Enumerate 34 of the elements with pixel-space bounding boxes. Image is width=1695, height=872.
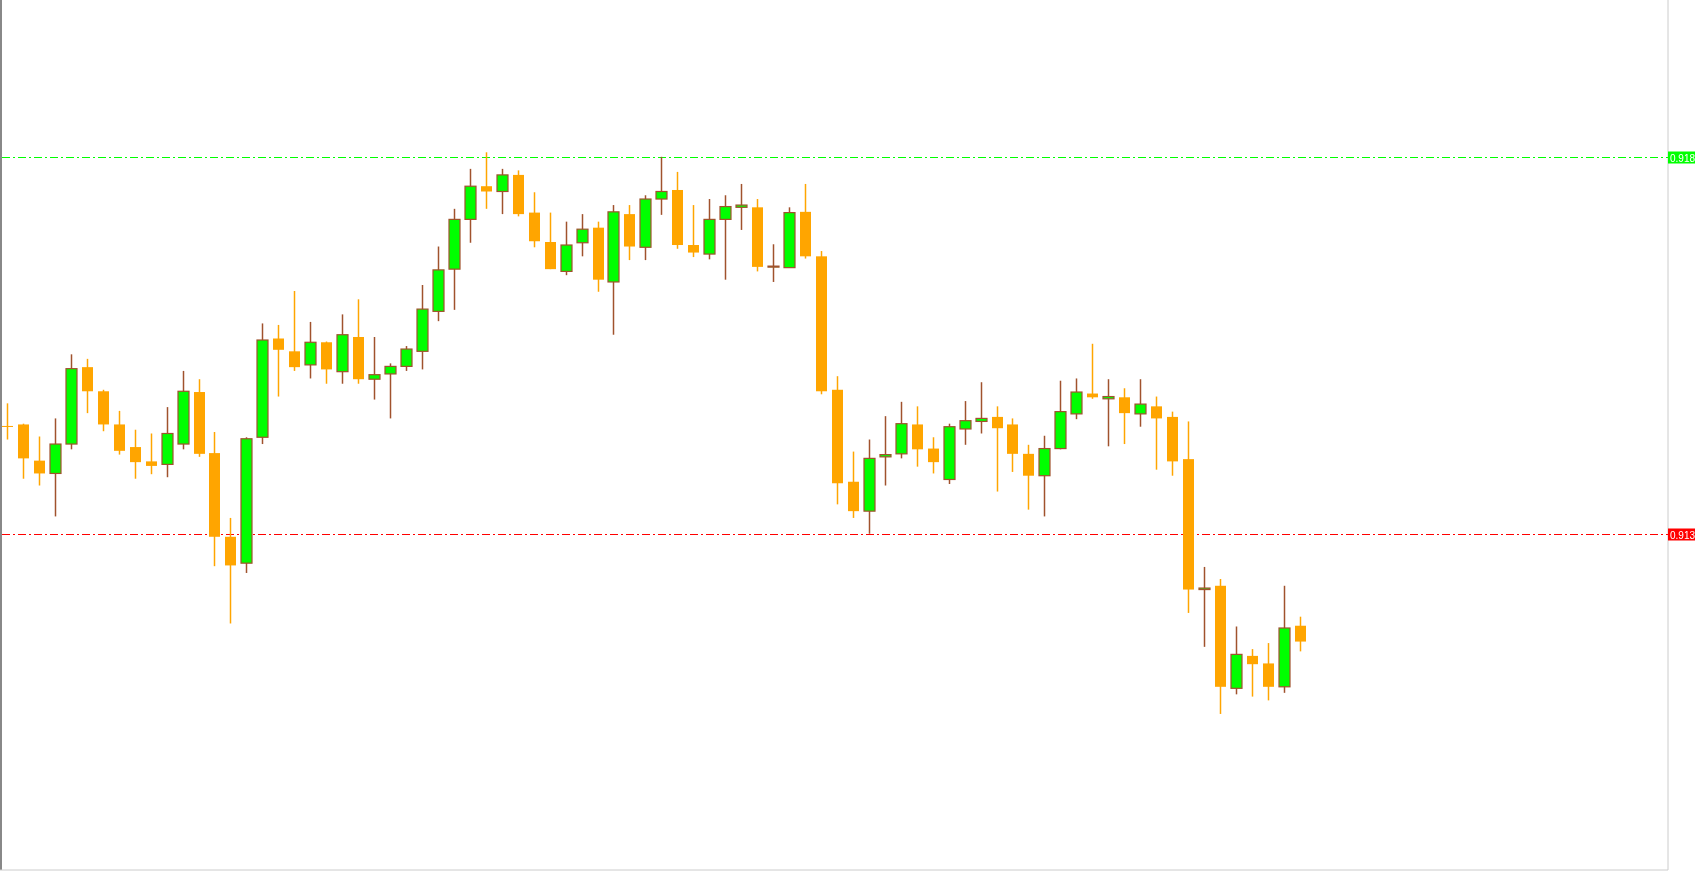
candlestick [368, 336, 381, 401]
candlestick [576, 213, 589, 258]
candlestick [992, 405, 1003, 493]
candlestick [400, 345, 413, 372]
candlestick [304, 321, 317, 380]
candlestick [273, 324, 284, 398]
candlestick [959, 400, 972, 446]
candlestick [975, 381, 988, 435]
candlestick [928, 436, 939, 475]
candlestick [1247, 648, 1258, 698]
candlestick [1151, 395, 1162, 471]
candlestick [719, 194, 732, 281]
candlestick [688, 204, 699, 258]
candlestick [1119, 387, 1130, 445]
candlestick [879, 415, 892, 487]
candlestick [1198, 566, 1211, 648]
candlestick [1263, 642, 1274, 702]
candlestick [767, 243, 780, 283]
candlestick [34, 435, 45, 487]
ref-line-label: 0.913 [1670, 529, 1695, 541]
candlestick [481, 151, 492, 210]
candlestick [1295, 615, 1306, 653]
candlestick [289, 290, 300, 372]
candlestick [146, 432, 157, 475]
candlestick [496, 168, 509, 215]
candlestick [384, 362, 397, 420]
candlestick [1102, 378, 1115, 448]
candlestick [735, 183, 748, 231]
candlestick [1134, 378, 1147, 428]
candlestick [2, 402, 13, 441]
ref-line-label: 0.918 [1670, 152, 1695, 164]
candlestick [1070, 377, 1083, 420]
candlestick [1023, 444, 1034, 511]
candlestick [130, 428, 141, 480]
